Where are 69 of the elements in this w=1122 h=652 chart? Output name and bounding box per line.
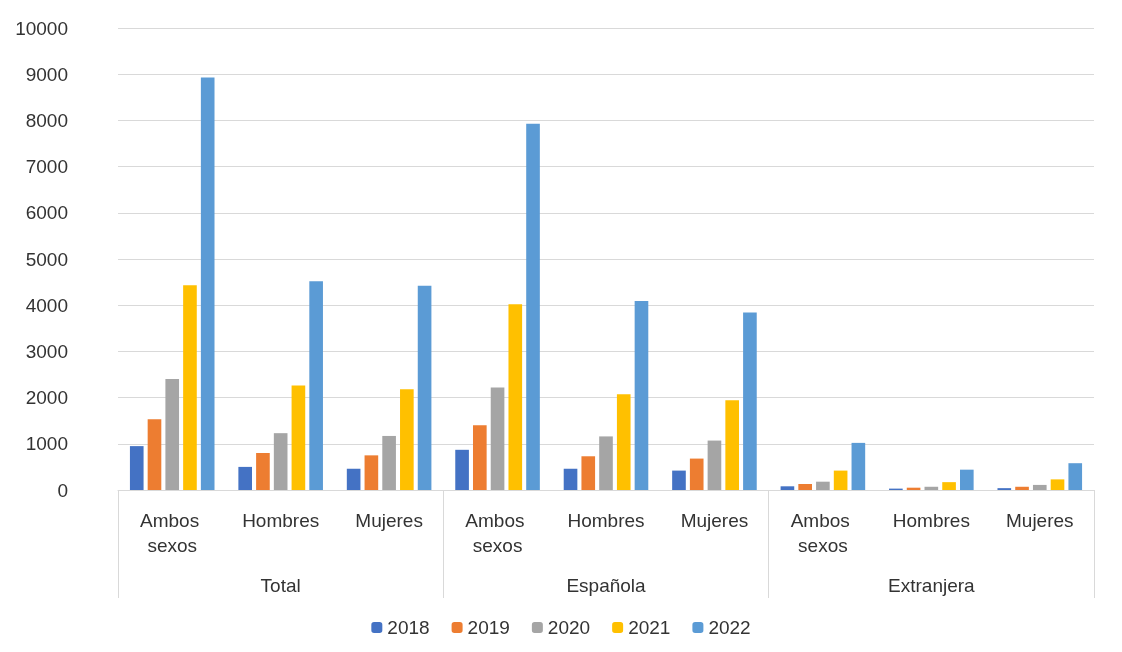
x-tick-label: Mujeres — [680, 510, 749, 531]
bar — [634, 301, 649, 490]
bar — [707, 440, 722, 490]
y-tick-label: 7000 — [25, 156, 68, 178]
bar — [490, 387, 505, 490]
y-tick-label: 9000 — [25, 63, 68, 85]
y-tick-label: 10000 — [15, 17, 68, 39]
bar — [816, 481, 830, 490]
x-tick-label: Hombres — [242, 510, 320, 531]
y-tick-label: 2000 — [25, 387, 68, 409]
y-tick-label: 5000 — [25, 248, 68, 270]
bar — [833, 470, 848, 490]
bar — [508, 304, 523, 490]
bar — [1015, 486, 1029, 490]
y-tick-label: 1000 — [25, 433, 68, 455]
bar — [725, 400, 739, 490]
text: Extranjera — [888, 575, 976, 596]
bar — [780, 486, 795, 490]
bar — [165, 379, 180, 490]
bar — [273, 433, 288, 490]
bar — [129, 446, 144, 490]
bar — [851, 442, 866, 490]
y-tick-label: 3000 — [25, 340, 68, 362]
bar — [526, 123, 540, 490]
bar — [455, 449, 469, 490]
bar — [743, 312, 757, 490]
bar — [256, 453, 270, 490]
bar — [599, 436, 613, 490]
y-tick-label: 6000 — [25, 202, 68, 224]
bar — [689, 458, 704, 490]
x-tick-label: Ambos sexos — [790, 510, 856, 556]
bar — [238, 466, 253, 490]
text: Española — [566, 575, 647, 596]
bar — [382, 435, 396, 490]
bar — [959, 469, 974, 490]
legend-label: 2020 — [547, 617, 591, 638]
bar — [672, 470, 686, 490]
bar — [616, 394, 631, 490]
bar — [1032, 484, 1047, 490]
bar — [364, 455, 379, 490]
bar — [473, 425, 487, 490]
x-tick-label: Mujeres — [1005, 510, 1074, 531]
bar — [1068, 463, 1083, 490]
legend-label: 2022 — [708, 617, 751, 638]
legend-label: 2019 — [467, 617, 510, 638]
x-tick-label: Mujeres — [355, 510, 423, 531]
x-tick-label: Ambos sexos — [465, 510, 530, 556]
bar — [309, 281, 323, 490]
text: Total — [260, 575, 301, 596]
bar — [147, 419, 162, 490]
bar — [1050, 479, 1065, 490]
bar — [942, 482, 956, 490]
bar — [200, 77, 215, 490]
bar — [581, 456, 596, 490]
bar — [291, 385, 306, 490]
y-tick-label: 4000 — [25, 294, 68, 316]
bar — [798, 483, 812, 490]
y-tick-label: 0 — [57, 479, 68, 501]
x-tick-label: Ambos sexos — [140, 510, 205, 556]
y-tick-label: 8000 — [25, 109, 68, 131]
legend-label: 2021 — [628, 617, 671, 638]
x-tick-label: Hombres — [892, 510, 970, 531]
bar — [183, 285, 197, 490]
legend-label: 2018 — [387, 617, 430, 638]
bar — [400, 389, 414, 490]
bar — [417, 285, 432, 490]
bar — [346, 468, 361, 490]
bar — [563, 468, 578, 490]
x-tick-label: Hombres — [567, 510, 645, 531]
